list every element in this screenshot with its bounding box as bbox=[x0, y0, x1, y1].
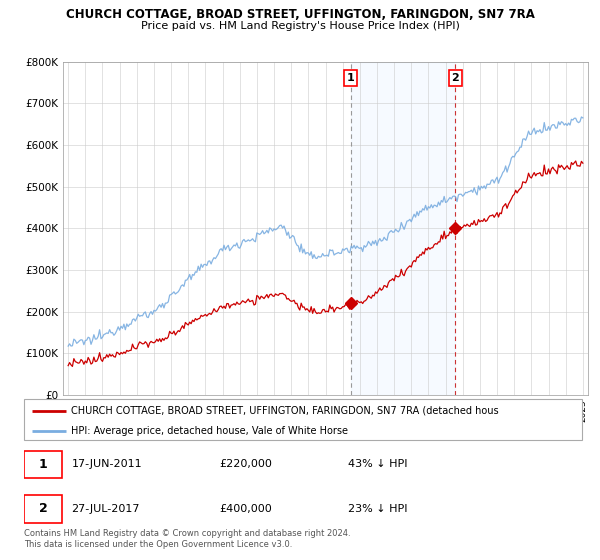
Text: 17-JUN-2011: 17-JUN-2011 bbox=[71, 459, 142, 469]
FancyBboxPatch shape bbox=[24, 451, 62, 478]
Bar bbox=[350, 62, 455, 395]
FancyBboxPatch shape bbox=[24, 399, 582, 440]
Text: 27-JUL-2017: 27-JUL-2017 bbox=[71, 504, 140, 514]
Text: 43% ↓ HPI: 43% ↓ HPI bbox=[347, 459, 407, 469]
Text: 1: 1 bbox=[38, 458, 47, 471]
FancyBboxPatch shape bbox=[24, 496, 62, 522]
Text: Contains HM Land Registry data © Crown copyright and database right 2024.
This d: Contains HM Land Registry data © Crown c… bbox=[24, 529, 350, 549]
Text: CHURCH COTTAGE, BROAD STREET, UFFINGTON, FARINGDON, SN7 7RA: CHURCH COTTAGE, BROAD STREET, UFFINGTON,… bbox=[65, 8, 535, 21]
Text: 1: 1 bbox=[347, 73, 355, 83]
Text: 2: 2 bbox=[452, 73, 459, 83]
Text: Price paid vs. HM Land Registry's House Price Index (HPI): Price paid vs. HM Land Registry's House … bbox=[140, 21, 460, 31]
Text: £220,000: £220,000 bbox=[220, 459, 272, 469]
Text: CHURCH COTTAGE, BROAD STREET, UFFINGTON, FARINGDON, SN7 7RA (detached hous: CHURCH COTTAGE, BROAD STREET, UFFINGTON,… bbox=[71, 405, 499, 416]
Text: £400,000: £400,000 bbox=[220, 504, 272, 514]
Text: 2: 2 bbox=[38, 502, 47, 516]
Text: HPI: Average price, detached house, Vale of White Horse: HPI: Average price, detached house, Vale… bbox=[71, 426, 349, 436]
Text: 23% ↓ HPI: 23% ↓ HPI bbox=[347, 504, 407, 514]
